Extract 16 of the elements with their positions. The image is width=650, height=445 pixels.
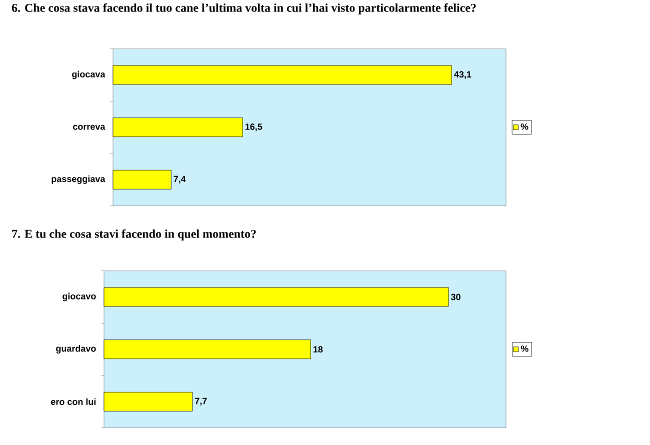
y-tick-label: giocava [72,70,106,80]
chart-title: 7. E tu che cosa stavi facendo in quel momento? [12,229,256,240]
legend-label: % [520,346,528,352]
data-label: 18 [314,346,323,353]
y-tick-label: giocavo [62,292,96,302]
data-label: 16,5 [245,124,262,132]
legend-label: % [520,124,528,130]
data-label: 7,4 [174,176,186,184]
y-tick-label: ero con lui [51,398,96,406]
y-tick-label: correva [73,124,106,130]
data-label: 7,7 [195,398,207,406]
data-label: 30 [450,294,460,300]
data-label: 43,1 [454,71,472,79]
y-tick-label: guardavo [56,345,96,354]
chart-title: 6. Che cosa stava facendo il tuo cane l’ultima volta in cui l’hai visto particolarmente felice? [12,3,476,14]
y-tick-label: passeggiava [52,176,106,184]
